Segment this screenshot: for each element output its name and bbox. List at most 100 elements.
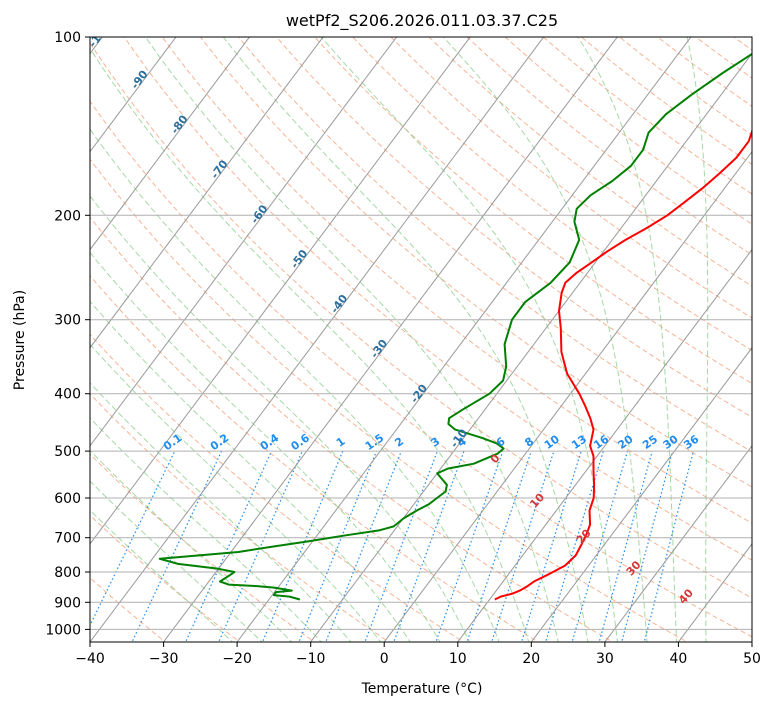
mixing-ratio-label: 16 (591, 432, 611, 452)
x-tick-label: 10 (449, 651, 467, 667)
x-tick-label: 0 (380, 651, 389, 667)
dry-adiabat-line (276, 37, 752, 418)
mixing-ratio-line (491, 450, 555, 642)
mixing-ratio-label: 36 (681, 432, 701, 452)
moist-adiabat-line (90, 417, 323, 642)
isotherm-label: -80 (168, 112, 191, 136)
mixing-ratio-label: 2 (392, 435, 406, 450)
mixing-ratio-line (261, 450, 344, 642)
moist-adiabat-line (90, 300, 411, 642)
isotherms (90, 37, 752, 642)
x-tick-label: −10 (296, 651, 326, 667)
isotherm-line (90, 37, 471, 545)
isotherm-line (90, 37, 251, 251)
annotation-labels: 0.1 0.2 0.4 0.6 1 1.5 2 3 4 6 8 10 13 16 20 25 30 36-100-… (90, 37, 702, 607)
mixing-ratio-line (643, 450, 694, 642)
mixing-ratio-line (520, 450, 582, 642)
mixing-ratio-line (364, 450, 438, 642)
isotherm-label: -60 (248, 202, 271, 226)
isotherm-line (236, 37, 692, 642)
mixing-ratio-label: 6 (494, 435, 508, 450)
mixing-ratio-label: 0.6 (289, 431, 313, 453)
mixing-ratio-label: 3 (429, 435, 443, 450)
y-tick-label: 500 (54, 444, 81, 460)
profiles (158, 52, 752, 601)
isotherm-label: -70 (208, 157, 231, 181)
moist-adiabat-line (90, 47, 530, 642)
mixing-ratio-label: 10 (542, 432, 562, 452)
isotherm-line (677, 543, 752, 642)
dry-adiabat-line (466, 37, 752, 256)
isotherm-line (90, 37, 324, 349)
moist-adiabat-line (443, 37, 648, 642)
isotherm-line (604, 445, 752, 642)
moist-adiabat-label: 40 (676, 586, 696, 606)
isotherm-line (309, 52, 752, 642)
moist-adiabats (90, 37, 709, 642)
mixing-ratio-lines (90, 450, 694, 642)
isotherm-label: -50 (288, 247, 311, 271)
dry-adiabat-line (238, 37, 752, 453)
mixing-ratio-label: 30 (661, 432, 681, 452)
temperature-line (494, 128, 752, 601)
dry-adiabat-line (90, 514, 241, 642)
isotherm-line (90, 37, 398, 447)
dry-adiabat-line (90, 158, 689, 642)
isotherm-label: -20 (408, 382, 431, 406)
x-tick-label: 50 (743, 651, 761, 667)
isotherm-label: -10 (448, 426, 471, 450)
mixing-ratio-label: 1 (334, 435, 348, 450)
moist-adiabat-line (145, 37, 559, 642)
y-tick-label: 1000 (45, 622, 81, 638)
x-tick-label: −30 (149, 651, 179, 667)
x-tick-label: −20 (222, 651, 252, 667)
y-tick-label: 400 (54, 387, 81, 403)
isotherm-line (90, 37, 545, 642)
isotherm-line (751, 641, 752, 642)
isotherm-line (457, 248, 752, 642)
y-tick-label: 200 (54, 208, 81, 224)
mixing-ratio-line (571, 450, 629, 642)
mixing-ratio-label: 20 (615, 432, 635, 452)
x-axis: −40 −30 −20 −10 0 10 20 30 40 50 (75, 642, 761, 667)
isotherm-label: -30 (368, 337, 391, 361)
isotherm-label: -40 (328, 292, 351, 316)
y-axis: 100 200 300 400 500 600 700 800 900 1000 (45, 30, 90, 638)
plot-frame (89, 36, 753, 643)
dry-adiabat-line (90, 274, 540, 642)
x-axis-title: Temperature (°C) (361, 681, 483, 697)
dry-adiabat-line (161, 37, 752, 524)
mixing-ratio-line (325, 450, 402, 642)
dewpoint-line (158, 52, 752, 601)
mixing-ratio-line (598, 450, 653, 642)
mixing-ratio-label: 25 (640, 433, 660, 452)
mixing-ratio-line (298, 450, 378, 642)
chart-title: wetPf2_S206.2026.011.03.37.C25 (286, 11, 558, 31)
moist-adiabat-line (686, 37, 709, 642)
mixing-ratio-line (131, 450, 223, 642)
dry-adiabats (90, 37, 752, 642)
isotherm-line (162, 37, 618, 642)
dry-adiabat-line (657, 37, 752, 107)
dry-adiabat-line (200, 37, 752, 488)
dry-adiabat-line (390, 37, 752, 319)
isotherm-line (90, 37, 177, 153)
moist-adiabat-line (577, 37, 677, 642)
y-tick-label: 600 (54, 491, 81, 507)
y-tick-label: 300 (54, 313, 81, 329)
mixing-ratio-label: 0.1 (161, 431, 184, 453)
dry-adiabat-line (428, 37, 752, 287)
y-tick-label: 100 (54, 30, 81, 46)
y-axis-title: Pressure (hPa) (12, 290, 28, 390)
plot-area: 0.1 0.2 0.4 0.6 1 1.5 2 3 4 6 8 10 13 16 20 25 30 36-100-… (90, 37, 752, 642)
x-tick-label: 20 (522, 651, 540, 667)
moist-adiabat-line (90, 509, 234, 642)
mixing-ratio-line (435, 450, 504, 642)
mixing-ratio-label: 0.2 (208, 431, 231, 453)
mixing-ratio-line (185, 450, 273, 642)
isotherm-line (383, 150, 752, 642)
moist-adiabat-line (90, 449, 293, 642)
y-tick-label: 900 (54, 595, 81, 611)
mixing-ratio-line (466, 450, 532, 642)
